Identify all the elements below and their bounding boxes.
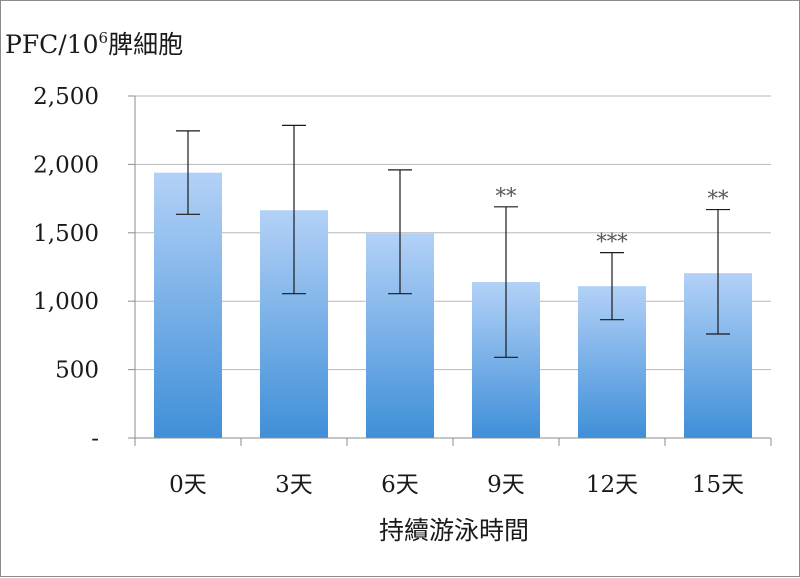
y-axis-label: PFC/106脾細胞 <box>5 29 183 59</box>
x-axis-label: 持續游泳時間 <box>379 516 529 545</box>
y-axis-label-exponent: 6 <box>99 29 109 47</box>
y-axis-label-base: PFC/10 <box>5 30 99 59</box>
gridlines <box>135 95 771 371</box>
y-tick-label: 1,000 <box>33 289 99 315</box>
x-tick-label: 12天 <box>586 472 638 498</box>
y-tick-label: 1,500 <box>33 221 99 247</box>
x-tick-label: 3天 <box>275 472 313 498</box>
x-tick-label: 15天 <box>692 472 744 498</box>
bar <box>154 172 222 438</box>
y-tick-label: - <box>91 426 99 452</box>
significance-marker: ** <box>496 184 518 208</box>
significance-marker: *** <box>596 230 628 254</box>
error-bars <box>176 124 730 358</box>
y-tick-label: 500 <box>55 358 99 384</box>
significance-marker: ** <box>708 187 730 211</box>
x-tick-label: 0天 <box>169 472 207 498</box>
axes <box>128 95 772 446</box>
y-axis-label-unit: 脾細胞 <box>108 30 183 59</box>
y-tick-label: 2,000 <box>33 152 99 178</box>
x-tick-label: 9天 <box>487 472 525 498</box>
x-tick-label: 6天 <box>381 472 419 498</box>
labels: - 500 1,000 1,500 2,000 2,500 0天 3天 6天 ** 9天 *** 12天… <box>33 84 744 498</box>
bars <box>154 172 752 438</box>
y-tick-label: 2,500 <box>33 84 99 110</box>
